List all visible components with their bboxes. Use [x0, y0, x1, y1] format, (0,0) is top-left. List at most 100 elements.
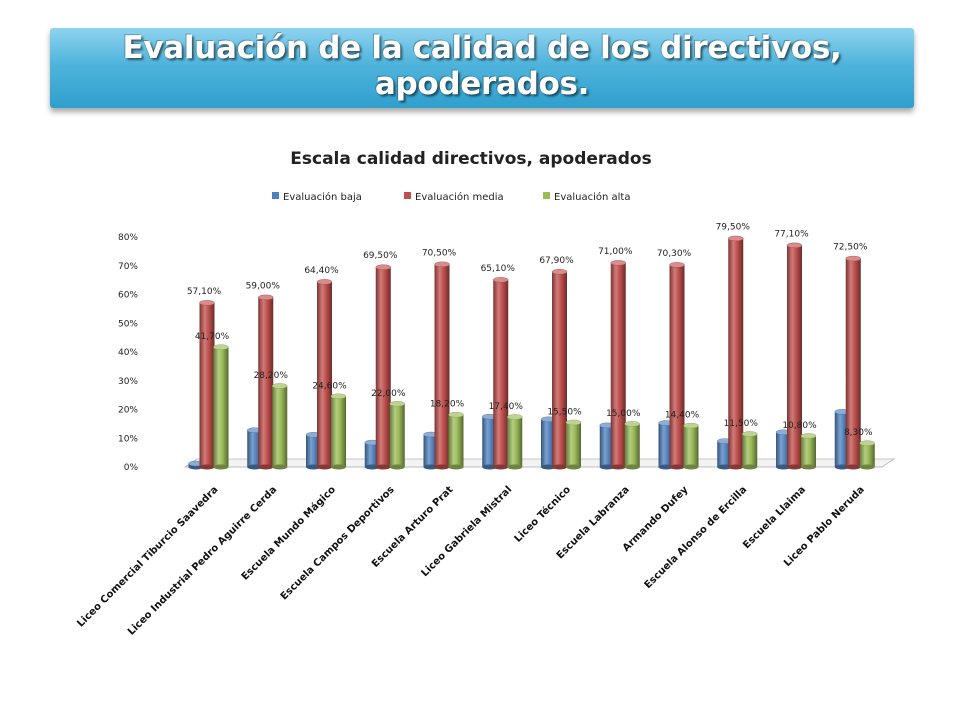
bar-top [434, 261, 450, 268]
bar-top [272, 383, 288, 389]
bar [330, 393, 347, 470]
y-tick-label: 30% [118, 377, 138, 387]
data-label: 17,40% [489, 402, 524, 412]
bar-top [448, 411, 464, 418]
bar-top [683, 422, 699, 429]
bar-base [624, 464, 640, 470]
bar [610, 260, 626, 470]
bar-top [859, 440, 875, 446]
slide-title: Evaluación de la calidad de los directiv… [122, 30, 842, 102]
bar-body [845, 258, 861, 467]
bar-body [742, 433, 758, 467]
bar [669, 262, 685, 470]
bar-body [669, 264, 685, 467]
bar [258, 294, 274, 470]
data-label: 15,50% [547, 407, 582, 417]
bar-body [801, 435, 816, 467]
bar-body [859, 443, 875, 467]
bar [213, 344, 229, 470]
bar [683, 422, 699, 470]
bar-base [389, 464, 405, 470]
legend-swatch [543, 192, 550, 199]
y-tick-label: 10% [118, 434, 138, 444]
bar-body [683, 425, 699, 467]
category-label: Armando Dufey [621, 484, 691, 554]
bar [742, 431, 758, 470]
bar [493, 277, 509, 470]
bar [800, 433, 817, 470]
bar [565, 419, 582, 470]
y-tick-label: 20% [118, 406, 138, 416]
bar-base [787, 464, 802, 470]
bar-body [448, 414, 464, 467]
category-label: Escuela Mundo Mágico [239, 484, 338, 583]
bar-base [448, 464, 464, 470]
bar-base [683, 464, 699, 470]
bar-body [552, 271, 567, 467]
bar-top [507, 414, 523, 420]
bar [375, 264, 391, 470]
bar-top [728, 235, 744, 242]
bar-top [669, 262, 685, 268]
y-tick-label: 80% [118, 233, 138, 243]
bar-base [610, 464, 626, 470]
bar-top [565, 419, 582, 426]
data-label: 77,10% [774, 229, 809, 239]
bar [845, 255, 861, 470]
bar-top [375, 264, 391, 270]
y-tick-label: 40% [118, 348, 138, 358]
bar [316, 279, 333, 470]
legend-swatch [272, 192, 279, 199]
bar-top [551, 269, 568, 275]
bar-top [610, 260, 626, 266]
bar [272, 383, 288, 470]
bar [199, 300, 215, 470]
bar [786, 242, 803, 470]
bar-top [624, 421, 640, 427]
bar-base [552, 464, 567, 470]
bar-body [610, 262, 626, 467]
bar-base [199, 464, 215, 470]
bar-top [258, 294, 274, 301]
data-label: 8,30% [844, 428, 873, 438]
category-label: Escuela Campos Deportivos [279, 484, 397, 602]
bar-base [742, 464, 758, 470]
bar-body [199, 302, 215, 467]
data-label: 14,40% [665, 411, 700, 421]
bar-base [845, 464, 861, 470]
bar-base [213, 464, 229, 470]
data-label: 28,20% [254, 371, 289, 381]
bar-base [859, 464, 875, 470]
y-tick-label: 50% [118, 319, 138, 329]
bar-base [258, 464, 274, 470]
bar-top [742, 431, 758, 437]
data-label: 67,90% [539, 256, 574, 266]
bar-body [566, 422, 581, 467]
bar-top [330, 393, 347, 399]
bar-body [624, 423, 640, 467]
bar-top [786, 242, 803, 249]
data-label: 24,60% [312, 381, 347, 391]
bar [551, 269, 568, 470]
bar-base [669, 464, 685, 470]
data-label: 15,00% [606, 409, 641, 419]
bar-body [787, 245, 802, 467]
bar-base [434, 464, 450, 470]
bar [624, 421, 640, 470]
title-banner: Evaluación de la calidad de los directiv… [50, 28, 914, 108]
bar-base [566, 464, 581, 470]
data-label: 70,50% [422, 248, 457, 258]
legend-label: Evaluación media [415, 191, 504, 203]
bar-base [272, 464, 288, 470]
bar [728, 235, 744, 470]
data-label: 18,20% [430, 400, 465, 410]
bar-body [507, 416, 523, 467]
bar-body [258, 297, 274, 467]
data-label: 57,10% [187, 287, 222, 297]
bar-base [331, 464, 346, 470]
bar-body [434, 264, 450, 467]
data-label: 10,80% [782, 421, 817, 431]
bar-base [801, 464, 816, 470]
bar [434, 261, 450, 470]
